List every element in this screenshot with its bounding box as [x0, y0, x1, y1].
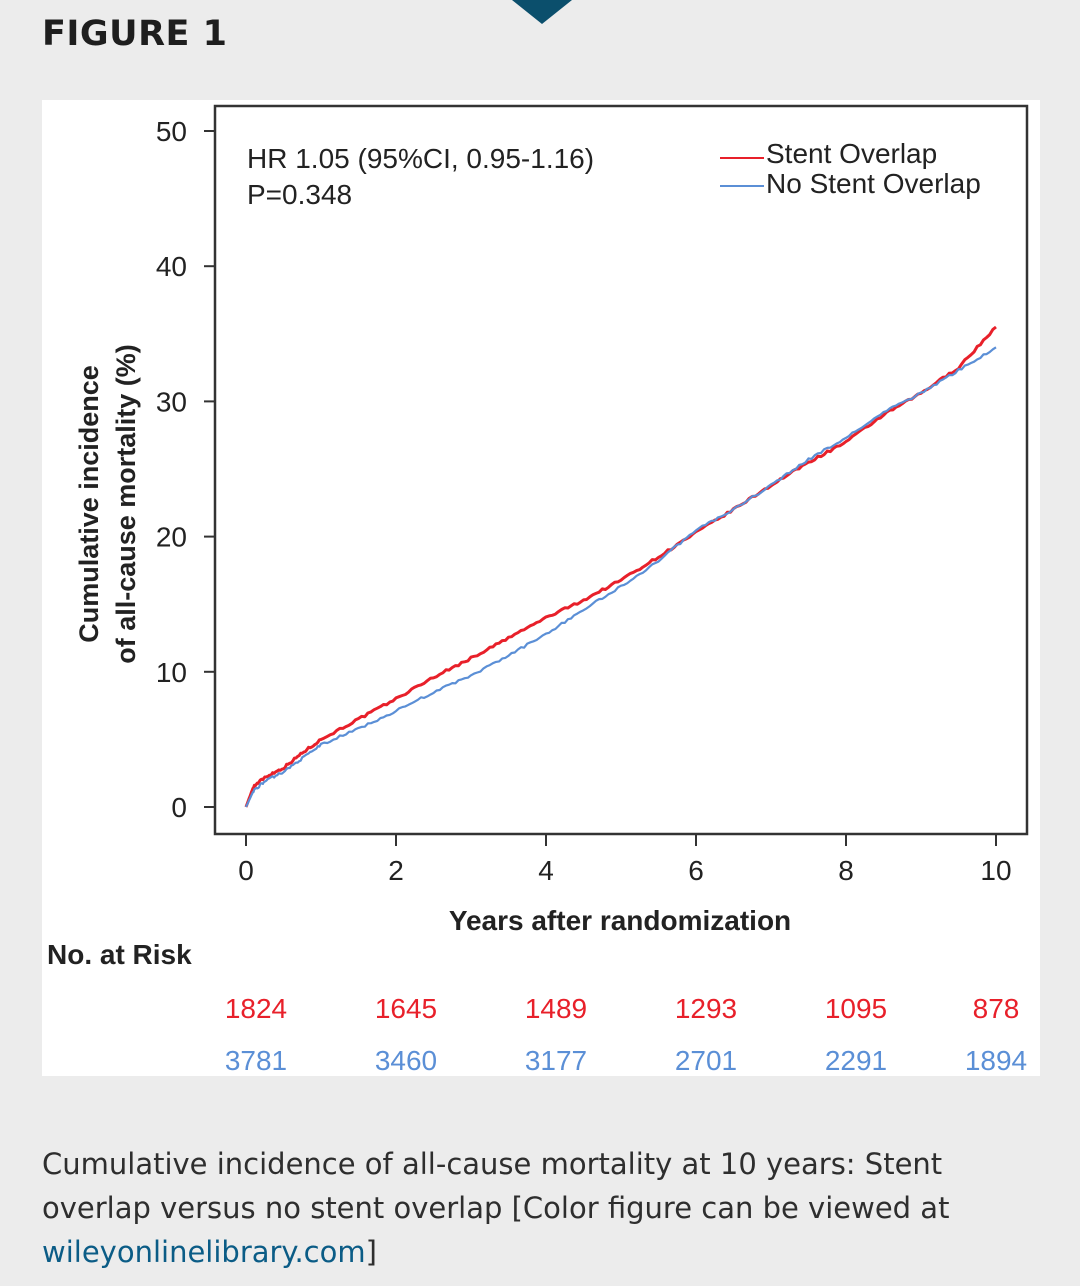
risk-count-no-stent: 2291: [825, 1045, 887, 1076]
risk-count-stent: 1293: [675, 993, 737, 1024]
y-tick-label: 50: [156, 116, 187, 147]
nav-marker-icon: [512, 0, 572, 24]
risk-count-stent: 1824: [225, 993, 287, 1024]
figure-caption: Cumulative incidence of all-cause mortal…: [42, 1142, 1042, 1274]
legend-label-stent: Stent Overlap: [766, 138, 937, 169]
y-tick-label: 0: [171, 792, 187, 823]
risk-count-no-stent: 2701: [675, 1045, 737, 1076]
risk-count-stent: 1645: [375, 993, 437, 1024]
x-tick-label: 10: [980, 855, 1011, 886]
legend: Stent Overlap No Stent Overlap: [720, 138, 981, 199]
hr-annotation: HR 1.05 (95%CI, 0.95-1.16): [247, 143, 594, 174]
figure-label: FIGURE 1: [42, 14, 228, 54]
risk-count-stent: 1095: [825, 993, 887, 1024]
risk-count-stent: 1489: [525, 993, 587, 1024]
series-line-no-stent-overlap: [244, 346, 997, 808]
y-axis-title-line2: of all-cause mortality (%): [111, 344, 141, 664]
risk-table-label: No. at Risk: [47, 939, 192, 970]
risk-count-no-stent: 3781: [225, 1045, 287, 1076]
y-tick-label: 20: [156, 522, 187, 553]
p-value-annotation: P=0.348: [247, 179, 352, 210]
x-axis-title: Years after randomization: [449, 905, 791, 936]
x-tick-label: 8: [838, 855, 854, 886]
x-tick-label: 6: [688, 855, 704, 886]
series-line-stent-overlap: [244, 325, 997, 808]
risk-count-stent: 878: [973, 993, 1020, 1024]
x-tick-label: 4: [538, 855, 554, 886]
risk-table: 1824 1645 1489 1293 1095 878 3781 3460 3177 2701 2…: [225, 993, 1027, 1076]
y-tick-label: 40: [156, 251, 187, 282]
caption-text: Cumulative incidence of all-cause mortal…: [42, 1147, 950, 1225]
km-chart: 0 10 20 30 40 50 0 2 4 6 8 10 HR 1.05 (95%CI, 0.95-…: [47, 104, 1029, 1076]
legend-label-no-stent: No Stent Overlap: [766, 168, 981, 199]
x-tick-label: 2: [388, 855, 404, 886]
plot-frame: [213, 104, 1029, 836]
y-tick-label: 10: [156, 657, 187, 688]
y-axis-title-line1: Cumulative incidence: [74, 365, 104, 643]
risk-count-no-stent: 3460: [375, 1045, 437, 1076]
caption-close: ]: [365, 1235, 377, 1269]
figure-panel: 0 10 20 30 40 50 0 2 4 6 8 10 HR 1.05 (95%CI, 0.95-…: [42, 100, 1040, 1076]
risk-count-no-stent: 1894: [965, 1045, 1027, 1076]
x-tick-label: 0: [238, 855, 254, 886]
wiley-link[interactable]: wileyonlinelibrary.com: [42, 1235, 366, 1269]
risk-count-no-stent: 3177: [525, 1045, 587, 1076]
y-tick-label: 30: [156, 386, 187, 417]
